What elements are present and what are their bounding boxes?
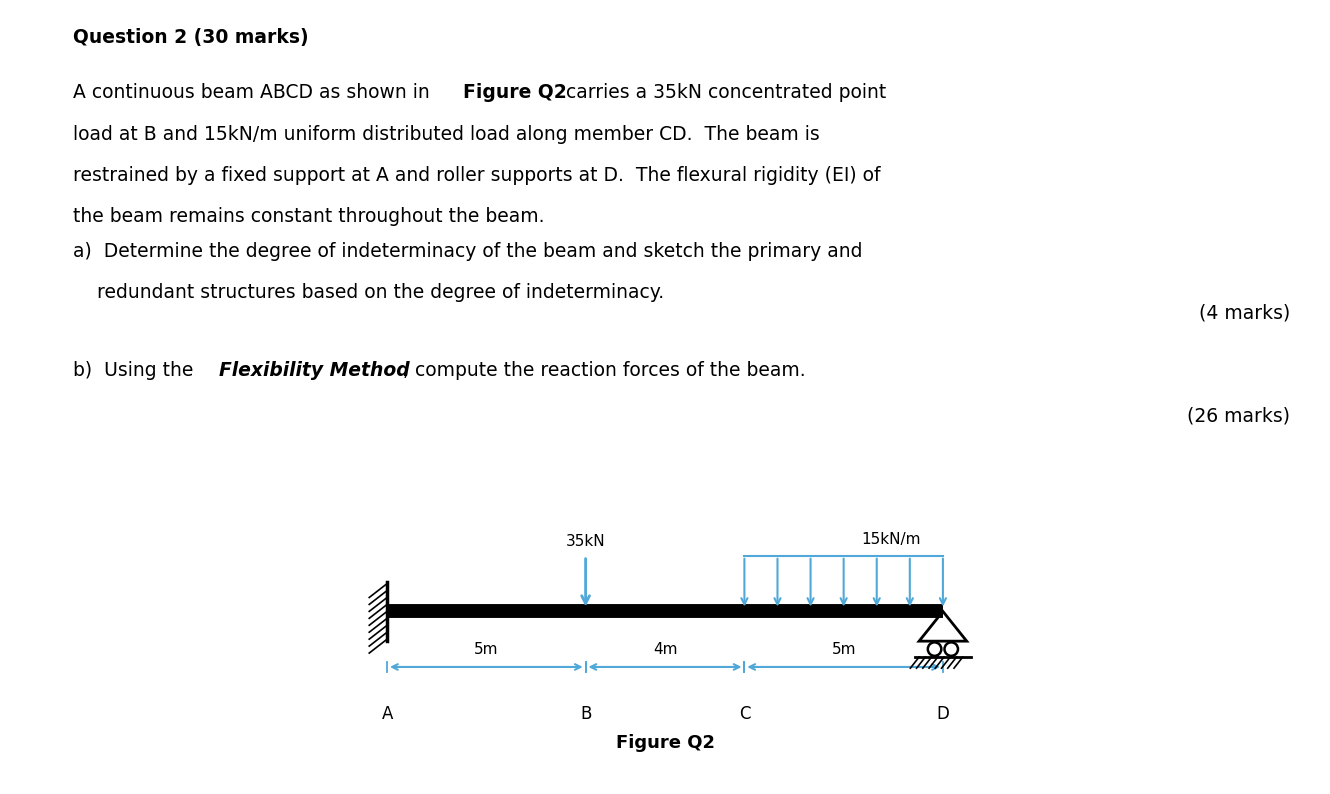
Text: 15kN/m: 15kN/m — [862, 532, 922, 547]
Text: Question 2 (30 marks): Question 2 (30 marks) — [73, 28, 309, 47]
Text: (4 marks): (4 marks) — [1198, 303, 1290, 322]
Text: C: C — [738, 705, 750, 723]
Text: 4m: 4m — [653, 642, 677, 657]
Text: A continuous beam ABCD as shown in: A continuous beam ABCD as shown in — [73, 83, 436, 102]
Text: D: D — [936, 705, 950, 723]
Text: (26 marks): (26 marks) — [1188, 407, 1290, 426]
Text: the beam remains constant throughout the beam.: the beam remains constant throughout the… — [73, 207, 545, 226]
Text: load at B and 15kN/m uniform distributed load along member CD.  The beam is: load at B and 15kN/m uniform distributed… — [73, 125, 819, 144]
Text: redundant structures based on the degree of indeterminacy.: redundant structures based on the degree… — [73, 283, 664, 303]
Text: carries a 35kN concentrated point: carries a 35kN concentrated point — [560, 83, 886, 102]
Text: 5m: 5m — [831, 642, 857, 657]
Text: 35kN: 35kN — [565, 534, 605, 549]
Text: B: B — [580, 705, 592, 723]
Text: b)  Using the: b) Using the — [73, 361, 200, 380]
Text: Flexibility Method: Flexibility Method — [219, 361, 410, 380]
Text: Figure Q2: Figure Q2 — [463, 83, 567, 102]
Text: Figure Q2: Figure Q2 — [616, 734, 714, 753]
Text: A: A — [382, 705, 392, 723]
Text: restrained by a fixed support at A and roller supports at D.  The flexural rigid: restrained by a fixed support at A and r… — [73, 166, 880, 185]
Text: , compute the reaction forces of the beam.: , compute the reaction forces of the bea… — [403, 361, 806, 380]
Text: a)  Determine the degree of indeterminacy of the beam and sketch the primary and: a) Determine the degree of indeterminacy… — [73, 242, 863, 261]
Text: 5m: 5m — [473, 642, 499, 657]
